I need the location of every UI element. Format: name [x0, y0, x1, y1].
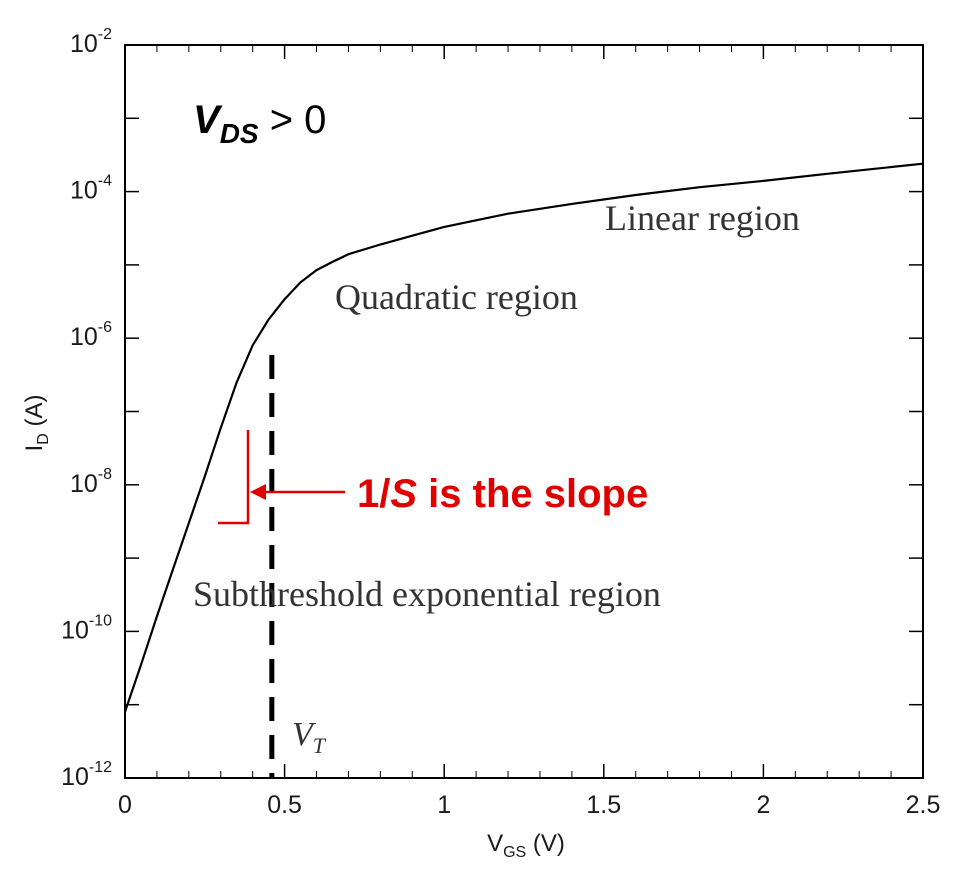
linear-region-label: Linear region	[605, 198, 800, 238]
y-tick-label: 10-2	[70, 26, 112, 58]
x-tick-label: 2.5	[906, 791, 941, 819]
y-tick-label: 10-8	[70, 466, 112, 498]
x-tick-label: 1.5	[586, 791, 621, 819]
y-tick-label: 10-12	[61, 759, 112, 791]
vt-label: VT	[292, 716, 327, 758]
id-vgs-curve	[123, 162, 924, 713]
slope-bracket	[218, 430, 250, 525]
y-tick-label: 10-10	[61, 612, 112, 644]
series-layer	[123, 162, 924, 713]
subthreshold-region-label: Subthreshold exponential region	[193, 574, 661, 614]
y-tick-labels: 10-12 10-10 10-8 10-6 10-4 10-2	[61, 26, 112, 791]
slope-arrow-head	[250, 484, 266, 500]
x-tick-label: 1	[437, 791, 451, 819]
plot-frame	[124, 44, 924, 779]
vds-condition-label: VDS > 0	[193, 98, 326, 149]
x-tick-label: 0	[118, 791, 132, 819]
quadratic-region-label: Quadratic region	[335, 277, 578, 317]
annotations	[218, 355, 345, 778]
x-axis-label: VGS (V)	[487, 830, 565, 861]
y-tick-label: 10-4	[70, 173, 112, 205]
x-tick-labels: 0 0.5 1 1.5 2 2.5	[118, 791, 940, 819]
tick-marks	[124, 44, 924, 779]
x-tick-label: 2	[756, 791, 770, 819]
slope-annotation: 1/S is the slope	[357, 472, 648, 516]
y-axis-label: ID (A)	[21, 395, 52, 452]
x-tick-label: 0.5	[267, 791, 302, 819]
y-tick-label: 10-6	[70, 319, 112, 351]
